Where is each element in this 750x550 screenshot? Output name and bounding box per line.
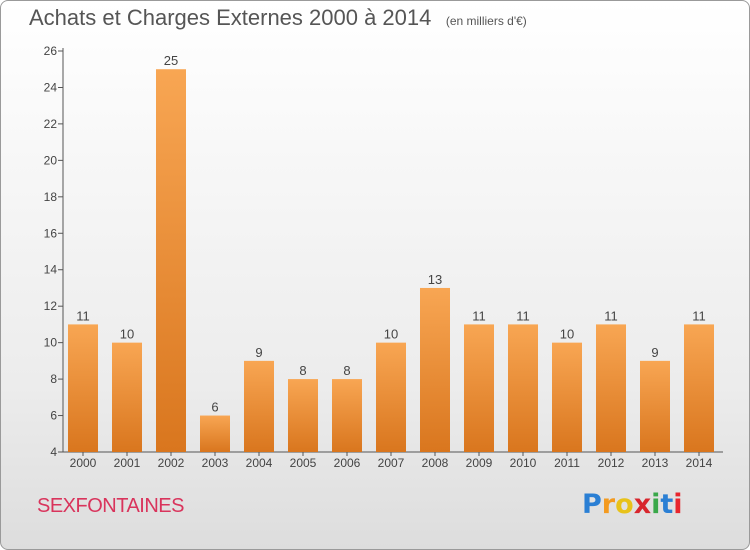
y-tick-label: 4 (50, 445, 57, 459)
x-tick-label: 2012 (598, 456, 625, 470)
bar (68, 324, 98, 452)
logo-letter: o (615, 489, 634, 520)
chart-title: Achats et Charges Externes 2000 à 2014 (… (29, 5, 527, 31)
bar (508, 324, 538, 452)
data-label: 10 (120, 327, 134, 342)
bar (288, 379, 318, 452)
bar (640, 360, 670, 452)
y-tick-label: 24 (44, 80, 58, 94)
bar (420, 287, 450, 452)
data-label: 25 (164, 53, 178, 68)
unit-text: (en milliers d'€) (445, 14, 527, 28)
logo-letter: r (601, 489, 616, 520)
y-tick-label: 14 (44, 263, 58, 277)
data-label: 11 (516, 308, 530, 323)
y-tick-label: 26 (44, 44, 58, 58)
data-label: 8 (299, 363, 306, 378)
logo-letter: x (633, 489, 652, 520)
data-label: 11 (604, 308, 618, 323)
x-tick-label: 2003 (202, 456, 229, 470)
bar (464, 324, 494, 452)
x-tick-label: 2009 (466, 456, 493, 470)
logo-letter: P (582, 489, 602, 520)
data-label: 9 (255, 345, 262, 360)
bars (68, 69, 714, 453)
x-tick-label: 2010 (510, 456, 537, 470)
y-tick-label: 10 (44, 336, 58, 350)
x-tick-label: 2011 (554, 456, 580, 470)
y-tick-label: 16 (44, 226, 58, 240)
bar (684, 324, 714, 452)
proxiti-logo: Proxiti (582, 489, 683, 520)
x-tick-label: 2004 (246, 456, 273, 470)
data-label: 6 (211, 400, 218, 415)
data-label: 11 (472, 308, 486, 323)
logo-letter: i (673, 489, 683, 520)
axes: 4 6 8 10 12 14 16 18 20 22 24 26 2000 2001 2002 2003 200… (44, 44, 723, 470)
data-label: 9 (651, 345, 658, 360)
bar (112, 342, 142, 452)
x-tick-label: 2006 (334, 456, 361, 470)
data-label: 11 (76, 308, 90, 323)
x-tick-label: 2008 (422, 456, 449, 470)
data-label: 11 (692, 308, 706, 323)
x-tick-label: 2001 (114, 456, 141, 470)
x-tick-label: 2014 (686, 456, 713, 470)
logo-letter: t (660, 489, 674, 520)
bar (376, 342, 406, 452)
y-tick-label: 18 (44, 190, 58, 204)
x-tick-label: 2005 (290, 456, 317, 470)
y-tick-label: 12 (44, 299, 58, 313)
y-tick-label: 8 (50, 372, 57, 386)
bar (156, 69, 186, 453)
y-tick-label: 22 (44, 117, 58, 131)
bar (244, 360, 274, 452)
bar (596, 324, 626, 452)
data-label: 10 (560, 327, 574, 342)
x-tick-label: 2000 (70, 456, 97, 470)
bar (552, 342, 582, 452)
x-tick-label: 2002 (158, 456, 185, 470)
x-tick-label: 2007 (378, 456, 405, 470)
y-tick-label: 6 (50, 409, 57, 423)
x-tick-label: 2013 (642, 456, 669, 470)
y-tick-label: 20 (44, 153, 58, 167)
commune-name: SEXFONTAINES (37, 495, 185, 517)
data-labels: 11 10 25 6 9 8 8 10 13 11 11 10 11 9 11 (76, 53, 706, 414)
bar (332, 379, 362, 452)
data-label: 13 (428, 272, 442, 287)
data-label: 8 (343, 363, 350, 378)
title-text: Achats et Charges Externes 2000 à 2014 (29, 5, 432, 30)
data-label: 10 (384, 327, 398, 342)
logo-letter: i (651, 489, 661, 520)
bar (200, 415, 230, 452)
